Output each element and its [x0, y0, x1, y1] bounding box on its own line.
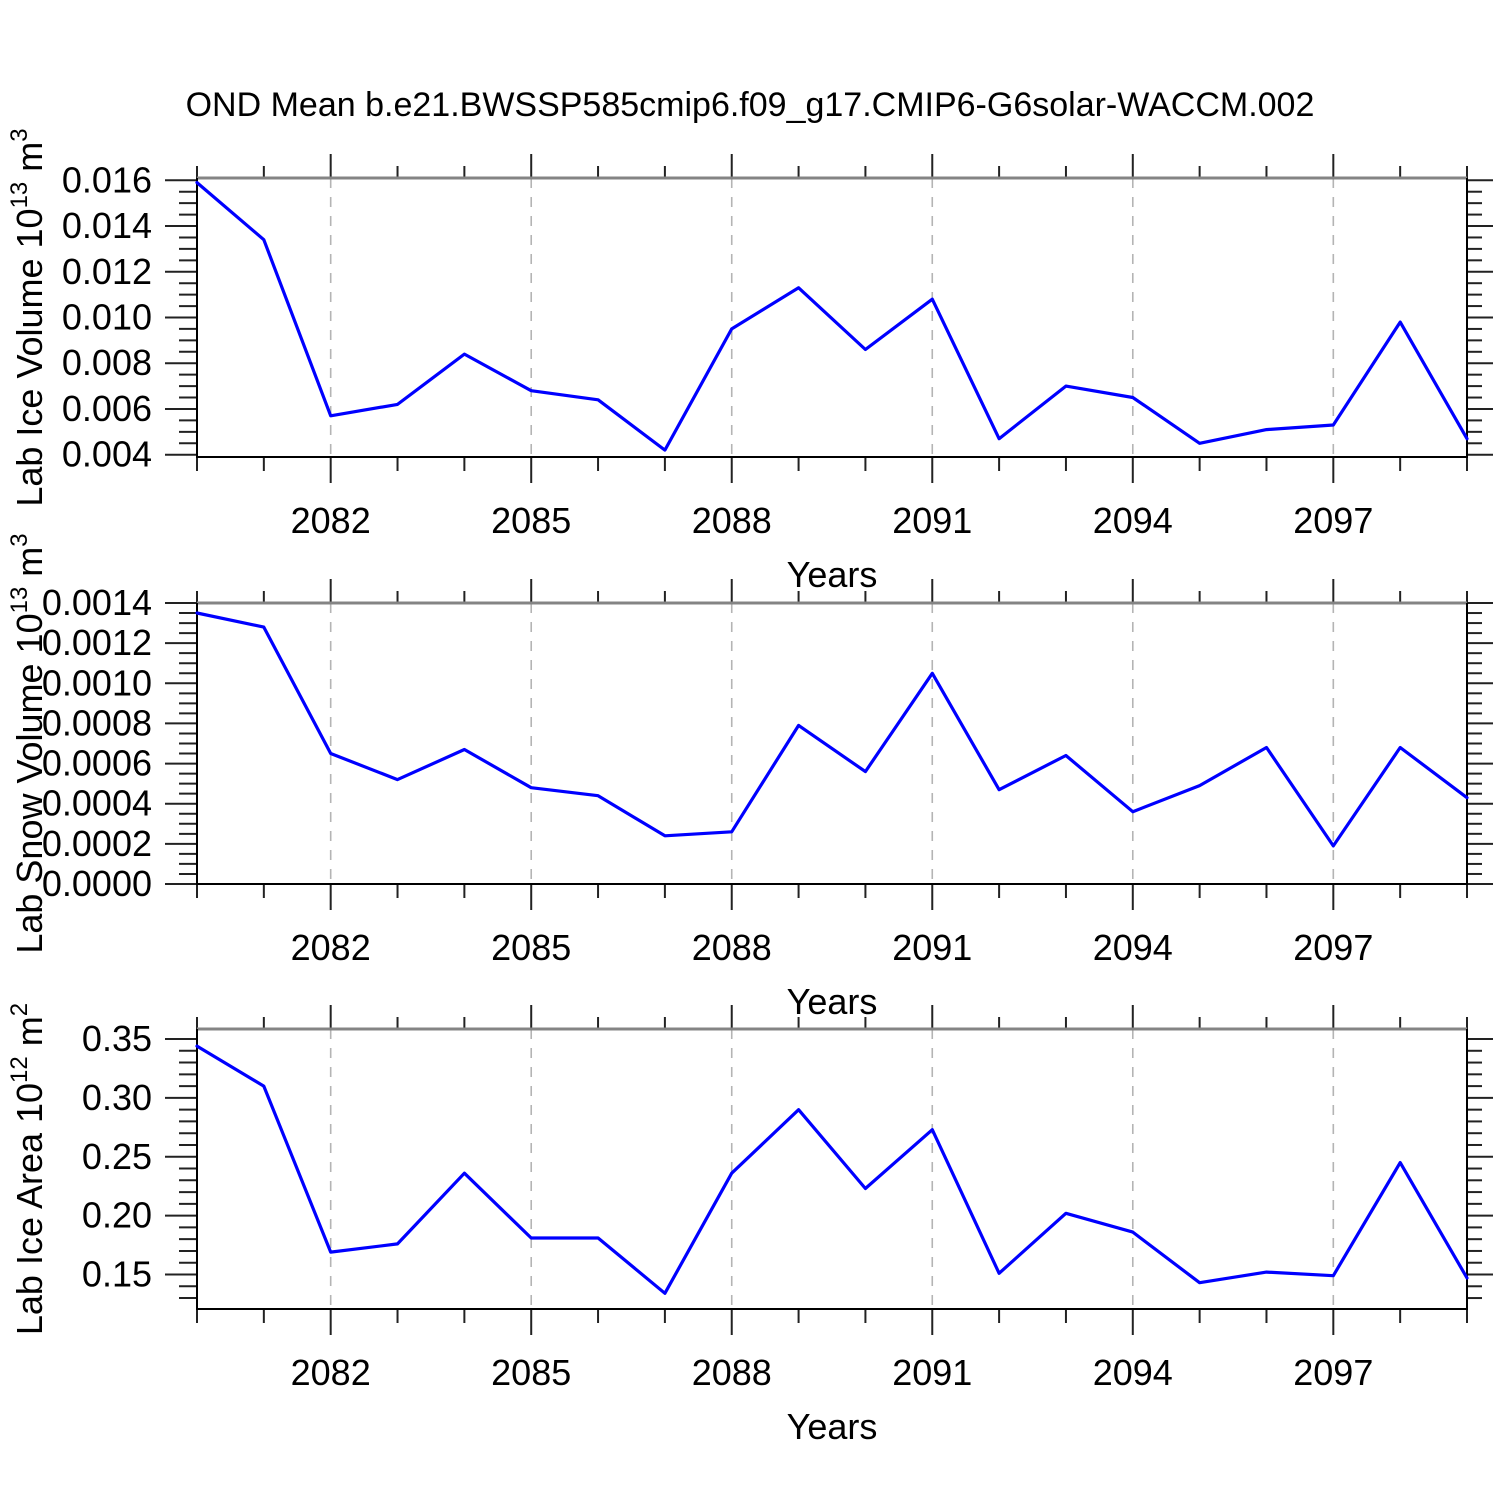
y-axis-title: Lab Snow Volume 1013 m3: [6, 533, 50, 953]
y-tick-label: 0.004: [62, 434, 152, 475]
data-line-lab-ice-area: [195, 1044, 1469, 1295]
y-tick-label: 0.0000: [42, 863, 152, 904]
y-tick-label: 0.0004: [42, 783, 152, 824]
data-line-lab-ice-volume: [195, 181, 1469, 452]
y-tick-label: 0.014: [62, 205, 152, 246]
chart-lab-snow-volume: 0.00000.00020.00040.00060.00080.00100.00…: [6, 533, 1493, 1022]
x-tick-label: 2094: [1093, 500, 1173, 541]
x-tick-label: 2094: [1093, 927, 1173, 968]
y-tick-label: 0.15: [82, 1254, 152, 1295]
plot-border: [196, 1027, 1468, 1310]
x-tick-label: 2088: [692, 1352, 772, 1393]
x-tick-label: 2097: [1293, 1352, 1373, 1393]
y-tick-label: 0.010: [62, 297, 152, 338]
y-tick-label: 0.006: [62, 388, 152, 429]
x-tick-label: 2091: [892, 500, 972, 541]
x-tick-label: 2088: [692, 927, 772, 968]
y-tick-label: 0.35: [82, 1018, 152, 1059]
x-tick-labels: 2082 2085 2088 2091 2094 2097: [291, 927, 1374, 968]
x-tick-label: 2097: [1293, 927, 1373, 968]
axis-ticks: [165, 154, 1493, 483]
x-tick-label: 2097: [1293, 500, 1373, 541]
x-axis-title: Years: [787, 554, 878, 595]
y-tick-label: 0.25: [82, 1136, 152, 1177]
y-tick-labels: 0.00000.00020.00040.00060.00080.00100.00…: [42, 582, 152, 904]
x-tick-label: 2091: [892, 927, 972, 968]
y-axis-title: Lab Ice Volume 1013 m3: [6, 128, 50, 506]
y-tick-label: 0.0008: [42, 702, 152, 743]
x-tick-label: 2082: [291, 1352, 371, 1393]
x-tick-label: 2082: [291, 927, 371, 968]
y-tick-label: 0.016: [62, 159, 152, 200]
y-tick-label: 0.20: [82, 1195, 152, 1236]
x-axis-title: Years: [787, 1406, 878, 1447]
y-tick-label: 0.0010: [42, 662, 152, 703]
x-tick-label: 2094: [1093, 1352, 1173, 1393]
gridlines: [329, 603, 1335, 884]
y-tick-label: 0.30: [82, 1077, 152, 1118]
y-tick-label: 0.012: [62, 251, 152, 292]
y-tick-labels: 0.15 0.20 0.25 0.30 0.35: [82, 1018, 152, 1294]
plot-border: [196, 601, 1468, 885]
y-tick-label: 0.008: [62, 342, 152, 383]
y-axis-title: Lab Ice Area 1012 m2: [6, 1003, 50, 1335]
figure-title: OND Mean b.e21.BWSSP585cmip6.f09_g17.CMI…: [186, 86, 1315, 124]
plot-border: [196, 176, 1468, 458]
y-tick-label: 0.0002: [42, 823, 152, 864]
x-tick-label: 2085: [491, 1352, 571, 1393]
axis-ticks: [165, 1005, 1493, 1335]
y-tick-label: 0.0012: [42, 622, 152, 663]
gridlines: [329, 178, 1335, 457]
x-tick-label: 2082: [291, 500, 371, 541]
y-tick-label: 0.0006: [42, 743, 152, 784]
x-tick-label: 2088: [692, 500, 772, 541]
y-tick-label: 0.0014: [42, 582, 152, 623]
chart-lab-ice-area: 0.15 0.20 0.25 0.30 0.35 2082 2085 2088 2091 2094…: [6, 1003, 1493, 1447]
gridlines: [329, 1029, 1335, 1309]
x-tick-labels: 2082 2085 2088 2091 2094 2097: [291, 500, 1374, 541]
x-tick-label: 2091: [892, 1352, 972, 1393]
x-axis-title: Years: [787, 981, 878, 1022]
x-tick-labels: 2082 2085 2088 2091 2094 2097: [291, 1352, 1374, 1393]
x-tick-label: 2085: [491, 500, 571, 541]
x-tick-label: 2085: [491, 927, 571, 968]
axis-ticks: [165, 579, 1493, 910]
data-line-lab-snow-volume: [195, 611, 1469, 848]
